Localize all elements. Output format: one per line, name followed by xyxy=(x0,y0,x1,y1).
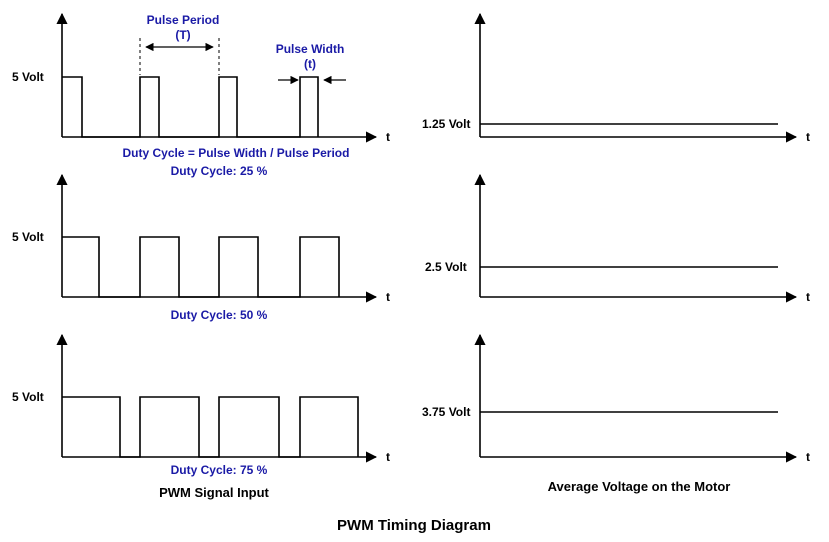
duty-cycle-formula: Duty Cycle = Pulse Width / Pulse Period xyxy=(123,146,350,160)
pwm-waveform xyxy=(62,236,340,298)
time-axis-label: t xyxy=(806,450,810,464)
pulse-width-symbol: (t) xyxy=(304,57,316,71)
pulse-period-symbol: (T) xyxy=(175,28,190,42)
high-voltage-label: 5 Volt xyxy=(12,230,44,244)
average-plot-50: 2.5 Volt t xyxy=(425,173,810,304)
pwm-waveform xyxy=(62,396,359,458)
average-plot-25: 1.25 Volt t xyxy=(422,12,810,144)
average-voltage-label: 1.25 Volt xyxy=(422,117,470,131)
duty-cycle-label-75: Duty Cycle: 75 % xyxy=(171,463,268,477)
time-axis-label: t xyxy=(806,290,810,304)
average-plot-75: 3.75 Volt t xyxy=(422,333,810,464)
high-voltage-label: 5 Volt xyxy=(12,70,44,84)
high-voltage-label: 5 Volt xyxy=(12,390,44,404)
diagram-title: PWM Timing Diagram xyxy=(337,517,491,534)
time-axis-label: t xyxy=(386,130,390,144)
pwm-plot-75: 5 Volt t Duty Cycle: 75 % xyxy=(12,333,390,477)
duty-cycle-label-50: Duty Cycle: 50 % xyxy=(171,308,268,322)
left-caption: PWM Signal Input xyxy=(159,485,269,500)
time-axis-label: t xyxy=(806,130,810,144)
average-voltage-label: 3.75 Volt xyxy=(422,405,470,419)
pulse-period-label: Pulse Period xyxy=(147,13,220,27)
time-axis-label: t xyxy=(386,290,390,304)
duty-cycle-label-25: Duty Cycle: 25 % xyxy=(171,164,268,178)
pulse-width-label: Pulse Width xyxy=(276,42,345,56)
average-voltage-label: 2.5 Volt xyxy=(425,260,467,274)
pwm-plot-50: 5 Volt t Duty Cycle: 50 % xyxy=(12,173,390,322)
pwm-waveform xyxy=(62,76,319,138)
right-caption: Average Voltage on the Motor xyxy=(548,479,731,494)
pwm-plot-25: 5 Volt t Pulse Period (T) Pulse Width (t… xyxy=(12,12,390,178)
time-axis-label: t xyxy=(386,450,390,464)
